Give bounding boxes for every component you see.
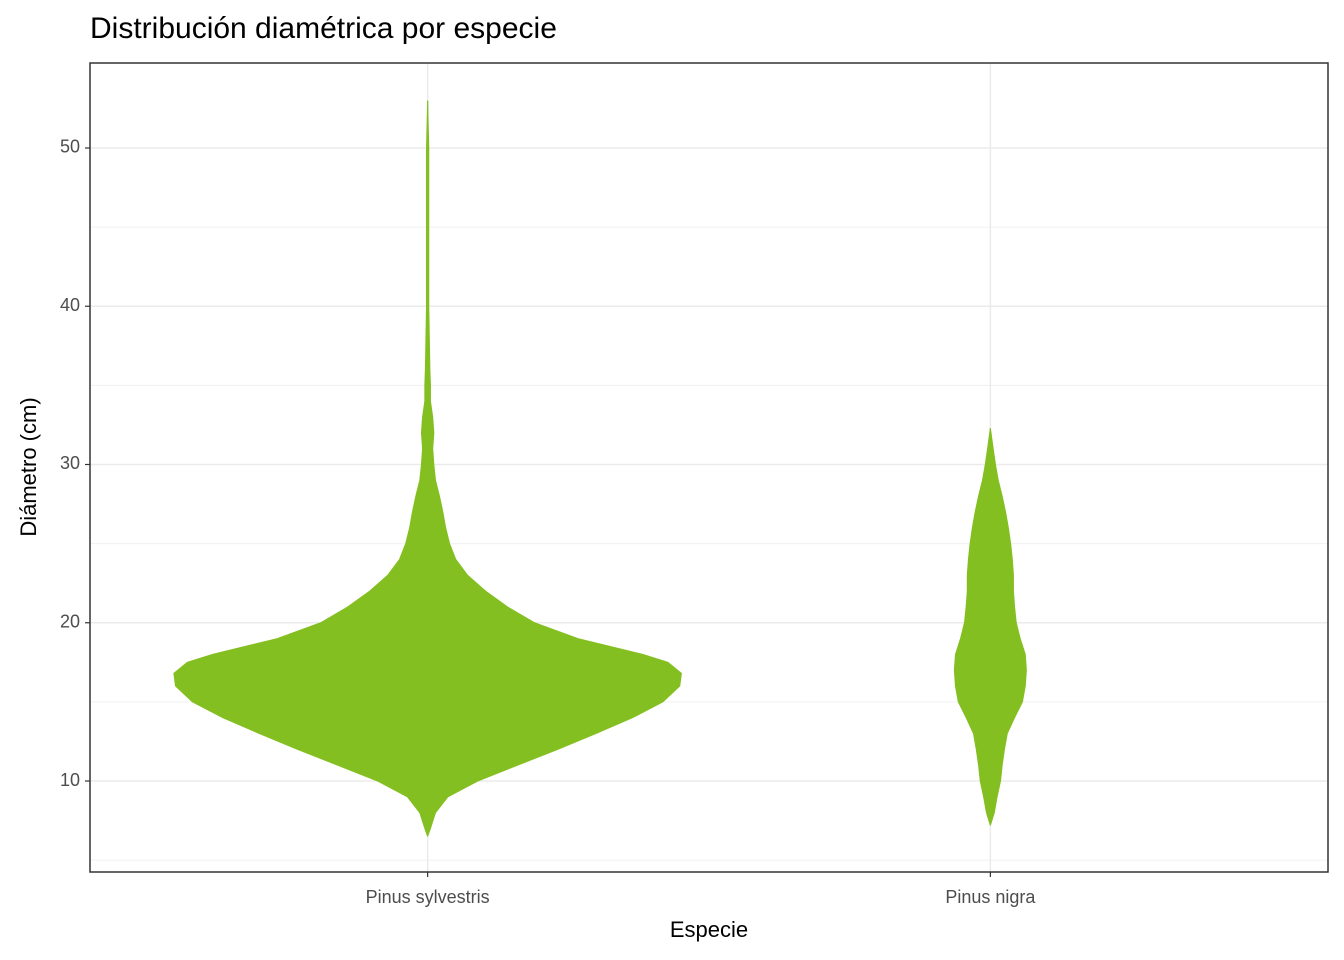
violin-right — [427, 100, 682, 837]
y-tick-label: 40 — [60, 295, 80, 315]
y-tick-label: 30 — [60, 453, 80, 473]
x-tick-label: Pinus nigra — [945, 887, 1036, 907]
y-tick-label: 50 — [60, 137, 80, 157]
y-tick-label: 20 — [60, 611, 80, 631]
x-axis-title: Especie — [670, 917, 748, 942]
violin-left — [953, 428, 991, 826]
y-tick-label: 10 — [60, 770, 80, 790]
violin-right — [989, 428, 1027, 826]
plot-border — [89, 62, 1329, 873]
chart-title: Distribución diamétrica por especie — [90, 12, 557, 45]
x-tick-label: Pinus sylvestris — [366, 887, 490, 907]
y-axis-title: Diámetro (cm) — [16, 397, 41, 536]
violin-left — [173, 100, 429, 837]
